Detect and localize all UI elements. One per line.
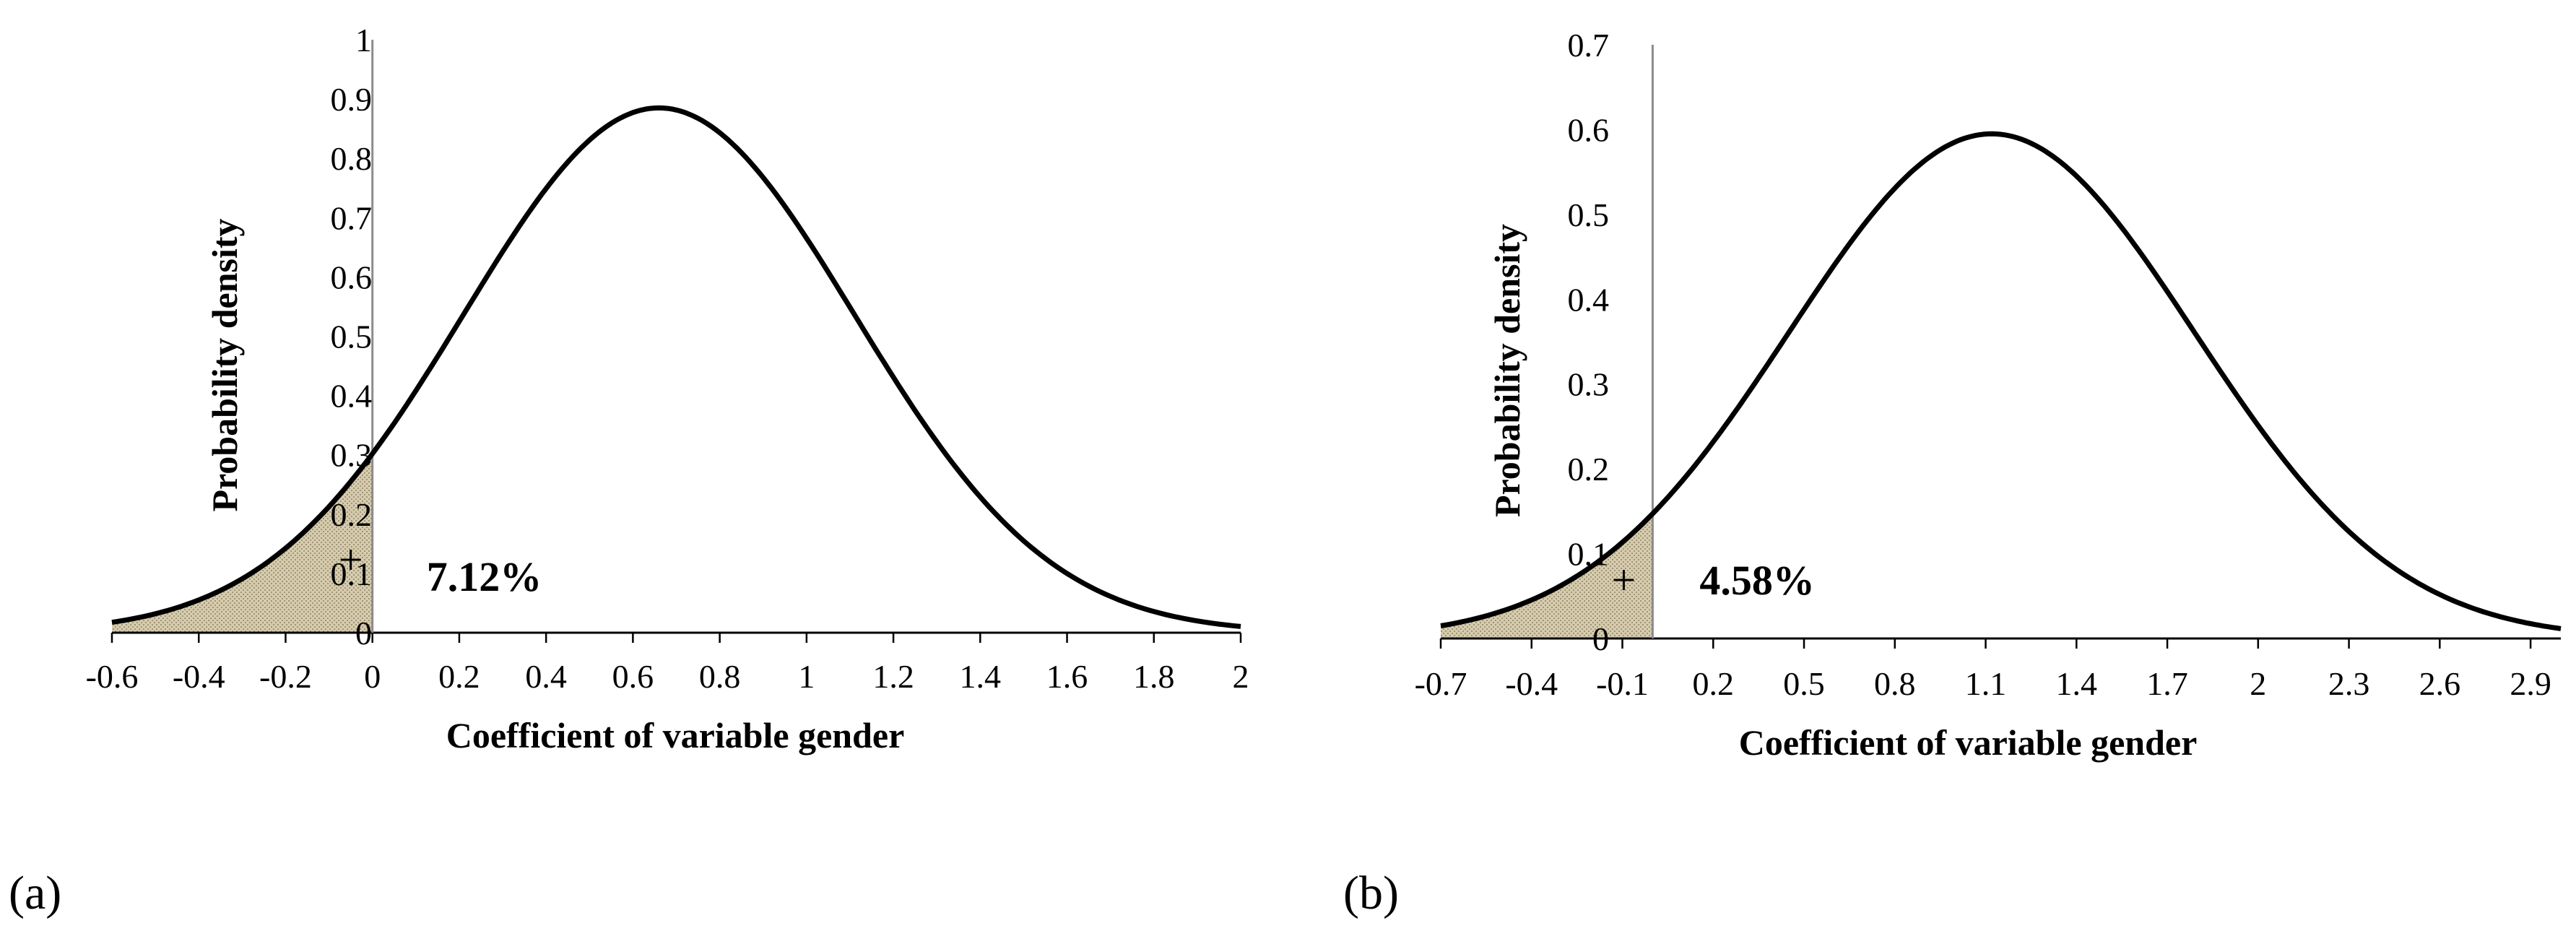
x-tick-label: 1.8 [1133,658,1175,695]
x-tick-label: 1.7 [2146,665,2188,702]
y-tick-label: 1 [355,22,372,59]
x-tick-label: 0 [364,658,381,695]
x-tick-label: 2 [1233,658,1249,695]
x-tick-label: 0.2 [438,658,480,695]
y-tick-labels: 0 0.1 0.2 0.3 0.4 0.5 0.6 0.7 0.8 0.9 1 [331,22,373,651]
y-tick-label: 0.5 [1568,196,1610,233]
y-tick-label: 0 [355,615,372,651]
y-tick-label: 0.1 [331,555,373,592]
y-tick-label: 0 [1592,620,1609,657]
y-axis-title: Probability density [1487,224,1527,517]
y-tick-label: 0.6 [1568,111,1610,148]
y-tick-label: 0.6 [331,259,373,295]
x-tick-label: 1 [798,658,815,695]
y-tick-label: 0.4 [1568,281,1610,318]
y-tick-label: 0.2 [331,496,373,533]
x-tick-label: 2 [2250,665,2266,702]
x-tick-label: 2.6 [2419,665,2461,702]
x-tick-label: 1.2 [872,658,914,695]
y-axis-title: Probability density [204,218,245,511]
y-tick-label: 0.8 [331,140,373,177]
y-tick-label: 0.3 [1568,366,1610,403]
x-ticks: -0.6 -0.4 -0.2 0 0.2 0.4 0.6 0.8 1 1.2 1.4 1.6 1.8 2 [86,633,1249,695]
shaded-area [112,454,373,633]
x-tick-label: 0.8 [1874,665,1916,702]
y-tick-label: 0.7 [331,199,373,236]
x-tick-label: 1.6 [1046,658,1088,695]
x-tick-label: -0.4 [1505,665,1558,702]
x-tick-label: 2.3 [2328,665,2370,702]
x-axis-title: Coefficient of variable gender [446,715,905,755]
plus-marker: + [339,536,363,584]
x-tick-label: 0.6 [612,658,654,695]
density-curve [111,105,1241,629]
panel-label: (b) [1343,867,1399,919]
y-tick-label: 0.3 [331,437,373,474]
x-tick-label: 1.4 [2056,665,2098,702]
x-tick-label: -0.2 [259,658,312,695]
y-tick-labels: 0 0.1 0.2 0.3 0.4 0.5 0.6 0.7 [1568,27,1610,657]
x-tick-label: 0.5 [1783,665,1825,702]
x-tick-label: -0.1 [1596,665,1649,702]
y-tick-label: 0.5 [331,319,373,355]
x-tick-label: 2.9 [2510,665,2551,702]
y-tick-label: 0.2 [1568,451,1610,488]
x-tick-label: 0.2 [1693,665,1735,702]
plus-marker: + [1612,556,1636,604]
y-tick-label: 0.4 [331,378,373,415]
y-tick-label: 0.1 [1568,536,1610,573]
panel-label: (a) [9,867,61,919]
x-tick-label: -0.7 [1415,665,1467,702]
y-tick-label: 0.9 [331,81,373,118]
percentage-label: 4.58% [1699,557,1815,604]
x-tick-label: 0.4 [525,658,567,695]
chart-b: -0.7 -0.4 -0.1 0.2 0.5 0.8 1.1 1.4 1.7 2 2.3 2.6 2.9… [1343,27,2562,919]
x-axis-title: Coefficient of variable gender [1739,722,2198,763]
x-tick-label: 1.1 [1965,665,2007,702]
x-tick-label: -0.4 [173,658,225,695]
y-tick-label: 0.7 [1568,27,1610,64]
percentage-label: 7.12% [427,553,542,600]
chart-a: -0.6 -0.4 -0.2 0 0.2 0.4 0.6 0.8 1 1.2 1.4 1.6 1.8 2 … [9,22,1249,919]
x-tick-label: 0.8 [699,658,741,695]
x-ticks: -0.7 -0.4 -0.1 0.2 0.5 0.8 1.1 1.4 1.7 2 2.3 2.6 2.9 [1415,638,2551,702]
x-tick-label: -0.6 [86,658,139,695]
x-tick-label: 1.4 [960,658,1002,695]
shaded-area [1441,514,1653,638]
density-curve [1440,131,2562,631]
